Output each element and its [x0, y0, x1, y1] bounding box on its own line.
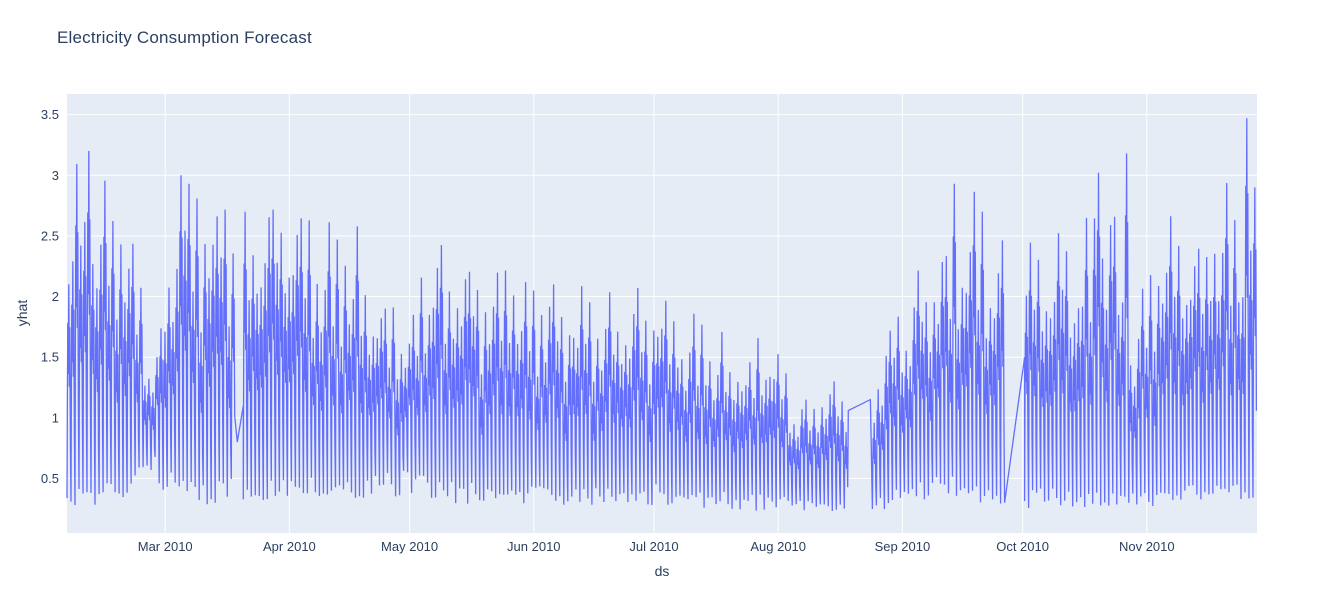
x-tick-label: Sep 2010 — [875, 539, 931, 554]
x-tick-label: Oct 2010 — [996, 539, 1049, 554]
x-tick-label: Mar 2010 — [138, 539, 193, 554]
y-tick-label: 0.5 — [41, 471, 59, 486]
chart-title: Electricity Consumption Forecast — [57, 28, 312, 47]
x-axis-title: ds — [654, 563, 670, 579]
y-axis-title: yhat — [14, 299, 30, 327]
x-tick-label: Aug 2010 — [750, 539, 806, 554]
x-tick-label: Jul 2010 — [629, 539, 678, 554]
y-tick-label: 2.5 — [41, 228, 59, 243]
x-tick-label: Apr 2010 — [263, 539, 316, 554]
y-tick-label: 2 — [52, 289, 59, 304]
series-line-yhat[interactable] — [66, 118, 1258, 512]
x-tick-label: Jun 2010 — [507, 539, 561, 554]
y-tick-label: 3.5 — [41, 107, 59, 122]
x-tick-label: May 2010 — [381, 539, 438, 554]
y-tick-label: 3 — [52, 168, 59, 183]
x-tick-label: Nov 2010 — [1119, 539, 1175, 554]
y-tick-label: 1 — [52, 410, 59, 425]
y-tick-label: 1.5 — [41, 350, 59, 365]
